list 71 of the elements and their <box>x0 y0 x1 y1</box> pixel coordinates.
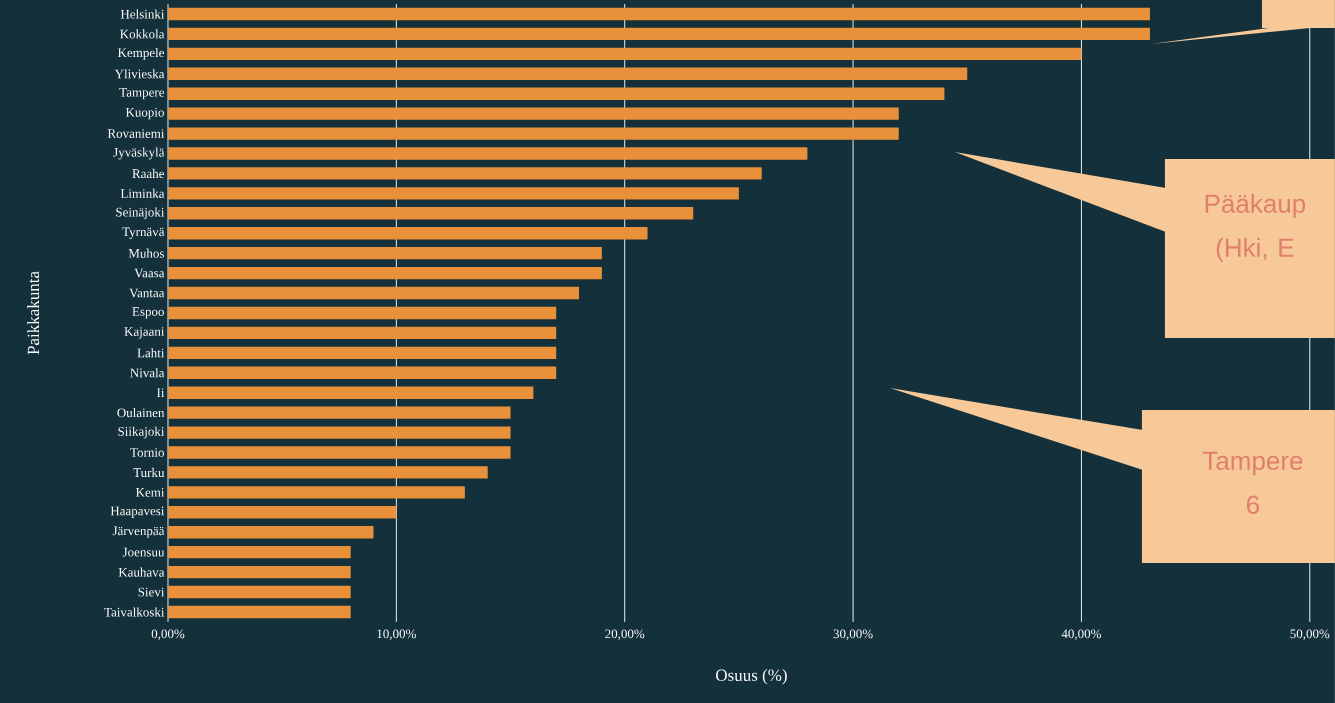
y-tick-label: Rovaniemi <box>107 129 165 138</box>
x-tick-label: 30,00% <box>833 629 873 641</box>
y-tick-label: Tyrnävä <box>122 227 165 239</box>
y-tick-label: Ylivieska <box>114 69 165 79</box>
y-tick-label: Liminka <box>120 188 165 198</box>
y-tick-label: Seinäjoki <box>116 207 165 220</box>
bar <box>167 286 580 300</box>
bar <box>167 605 351 619</box>
y-tick-label: Haapavesi <box>110 506 165 519</box>
x-tick-label: 0,00% <box>151 629 185 641</box>
bar <box>167 7 1150 21</box>
bar <box>167 565 351 579</box>
y-tick-label: Oulainen <box>117 408 165 418</box>
bar <box>167 506 397 519</box>
bar <box>167 107 899 120</box>
y-tick-label: Taivalkoski <box>104 607 165 617</box>
bar <box>167 426 511 439</box>
y-tick-label: Lahti <box>137 348 165 358</box>
bar <box>167 167 762 180</box>
y-tick-label: Kokkola <box>120 29 165 39</box>
bar <box>167 247 602 260</box>
y-tick-label: Turku <box>133 467 165 478</box>
y-tick-label: Sievi <box>138 587 165 597</box>
y-tick-label: Tornio <box>130 448 164 457</box>
annotation: Pääkaup (Hki, E <box>1205 193 1306 263</box>
y-axis-title: Paikkakunta <box>27 271 40 355</box>
x-axis-title: Osuus (%) <box>716 669 787 685</box>
bar <box>167 147 808 160</box>
bar <box>167 486 465 499</box>
bar <box>167 526 374 539</box>
bar <box>167 47 1082 61</box>
y-tick-label: Kajaani <box>124 327 165 339</box>
y-tick-label: Kempele <box>117 47 165 60</box>
y-tick-label: Helsinki <box>120 9 165 19</box>
x-tick-label: 40,00% <box>1061 629 1102 641</box>
y-tick-label: Vantaa <box>129 288 165 298</box>
y-tick-label: Järvenpää <box>112 526 165 538</box>
bar <box>167 326 557 340</box>
y-tick-label: Espoo <box>132 307 164 319</box>
y-tick-label: Nivala <box>130 368 165 378</box>
bar <box>167 187 739 200</box>
bar <box>167 466 488 479</box>
x-tick-label: 10,00% <box>377 629 416 641</box>
bar <box>167 366 557 379</box>
bar <box>167 386 534 399</box>
x-tick-label: 50,00% <box>1290 629 1330 641</box>
bar <box>167 446 511 459</box>
y-tick-label: Kemi <box>135 488 165 497</box>
y-tick-label: Joensuu <box>122 547 165 557</box>
bar <box>167 346 557 360</box>
y-tick-label: Jyväskylä <box>113 147 165 160</box>
y-tick-label: Muhos <box>128 248 164 258</box>
y-tick-label: Kauhava <box>118 567 165 577</box>
bar <box>167 87 945 100</box>
y-tick-label: Vaasa <box>134 268 165 278</box>
bar <box>167 585 351 599</box>
bar <box>167 127 899 140</box>
bar <box>167 207 694 220</box>
bar <box>167 546 351 559</box>
bar <box>167 306 557 320</box>
y-tick-label: Kuopio <box>125 107 164 120</box>
y-tick-label: Ii <box>156 388 165 398</box>
y-tick-label: Raahe <box>132 168 165 179</box>
bar <box>167 266 602 280</box>
x-tick-label: 20,00% <box>605 629 645 641</box>
bar <box>167 227 648 240</box>
bar <box>167 67 968 80</box>
bar <box>167 406 511 419</box>
annotation: Tampere 6 <box>1202 451 1303 515</box>
y-tick-label: Tampere <box>119 88 165 100</box>
y-tick-label: Siikajoki <box>118 426 165 439</box>
